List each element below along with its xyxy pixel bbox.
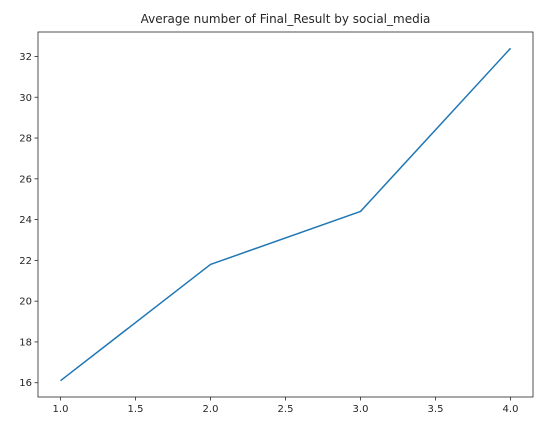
x-tick-label: 1.0 xyxy=(53,404,69,415)
y-tick-label: 32 xyxy=(19,52,32,63)
series-line xyxy=(60,47,512,382)
x-tick-label: 2.0 xyxy=(203,404,219,415)
x-tick-label: 3.0 xyxy=(353,404,369,415)
y-tick-label: 16 xyxy=(19,378,32,389)
chart-title: Average number of Final_Result by social… xyxy=(141,12,431,26)
y-tick-label: 28 xyxy=(19,134,32,145)
y-tick-label: 22 xyxy=(19,256,32,267)
x-tick-label: 1.5 xyxy=(128,404,144,415)
y-tick-label: 26 xyxy=(19,174,32,185)
x-tick-label: 3.5 xyxy=(428,404,444,415)
y-axis-ticks: 16 18 20 22 24 26 28 30 32 xyxy=(19,52,38,389)
y-tick-label: 20 xyxy=(19,297,32,308)
x-tick-label: 4.0 xyxy=(503,404,519,415)
x-tick-label: 2.5 xyxy=(278,404,294,415)
y-tick-label: 18 xyxy=(19,337,32,348)
axes-frame xyxy=(37,31,534,398)
x-axis-ticks: 1.0 1.5 2.0 2.5 3.0 3.5 4.0 xyxy=(53,397,519,415)
y-tick-label: 24 xyxy=(19,215,32,226)
y-tick-label: 30 xyxy=(19,93,32,104)
